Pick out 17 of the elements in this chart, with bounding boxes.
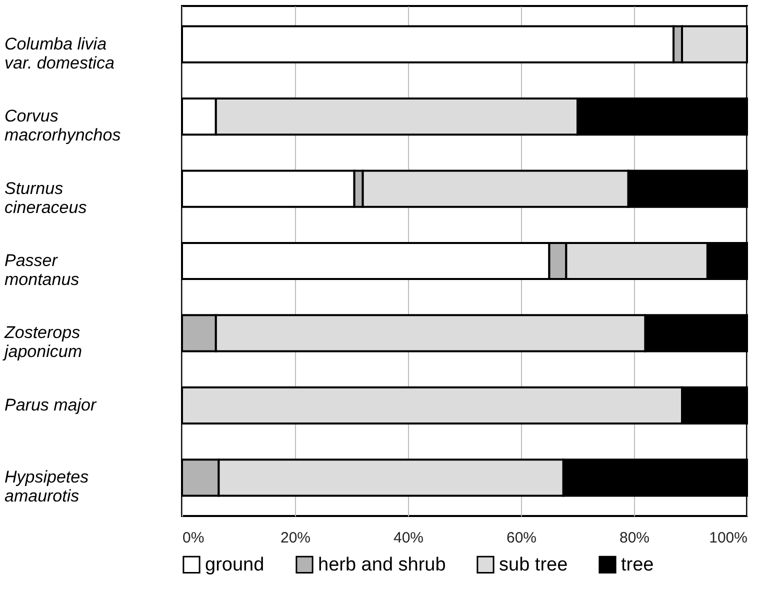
y-tick-label: Sturnus cineraceus (4, 178, 88, 217)
x-tick-label: 80% (619, 530, 650, 546)
x-tick-label: 100% (709, 530, 748, 546)
legend-label: ground (205, 554, 264, 576)
x-tick-label: 40% (393, 530, 424, 546)
legend-label: herb and shrub (318, 554, 446, 576)
y-tick-label: Corvus macrorhynchos (4, 106, 122, 145)
y-tick-label: Hypsipetes amaurotis (4, 468, 90, 506)
x-tick-label: 0% (182, 530, 204, 546)
y-tick-label: Columba livia var. domestica (4, 34, 114, 72)
x-tick-label: 60% (506, 530, 537, 546)
x-tick-label: 20% (280, 530, 311, 546)
legend-label: tree (621, 554, 654, 576)
y-tick-label: Zosterops japonicum (2, 323, 82, 362)
y-tick-label: Passer montanus (4, 251, 80, 289)
y-tick-label: Parus major (4, 395, 98, 414)
legend-label: sub tree (499, 554, 568, 576)
